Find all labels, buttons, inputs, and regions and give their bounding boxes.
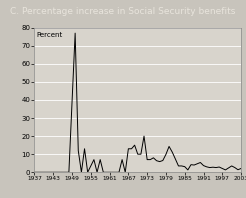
Text: C. Percentage increase in Social Security benefits: C. Percentage increase in Social Securit… [10,7,236,16]
Text: Percent: Percent [36,32,63,38]
